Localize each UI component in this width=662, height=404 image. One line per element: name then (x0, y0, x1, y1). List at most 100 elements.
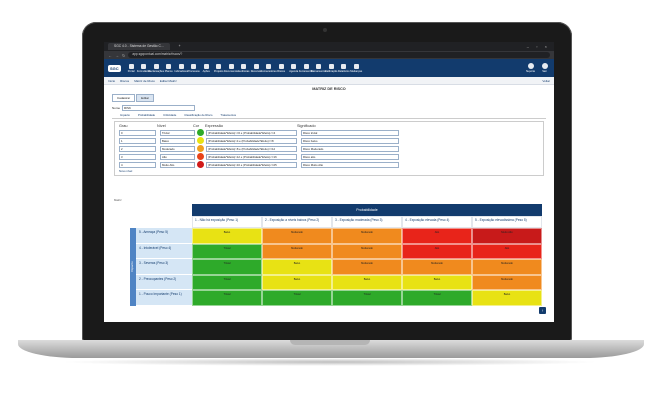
nivel-input[interactable]: Trivial (160, 129, 195, 136)
scroll-top-button[interactable]: ↑ (539, 307, 546, 314)
reload-icon[interactable]: ↻ (122, 52, 126, 58)
grau-input[interactable]: 2 (119, 145, 156, 152)
add-level-button[interactable]: Novo nível (119, 169, 133, 173)
level-row: 2 Moderado (Probabilidade*Efeito)>8 e (Pro… (119, 145, 539, 152)
matrix-cell[interactable]: Baixo (472, 290, 542, 306)
user-item-1[interactable]: Sair (539, 63, 550, 73)
subtab-3[interactable]: Classificação de Risco (184, 113, 213, 117)
nivel-input[interactable]: Alto (160, 153, 195, 160)
meaning-input[interactable]: Risco trivial (301, 129, 399, 136)
nivel-input[interactable]: Baixo (160, 137, 195, 144)
matrix-cell[interactable]: Baixo (192, 228, 262, 244)
matrix-cell[interactable]: Alto (472, 243, 542, 260)
menu-item-9[interactable]: Auditorias (238, 63, 249, 73)
new-tab-button[interactable]: + (178, 44, 181, 48)
menu-item-13[interactable]: Agenda (288, 63, 299, 73)
subtab-1[interactable]: Probabilidade (137, 113, 156, 117)
back-link[interactable]: Voltar (542, 78, 550, 83)
breadcrumb-item[interactable]: Início (108, 78, 116, 83)
grau-input[interactable]: 0 (119, 129, 156, 136)
expression-input[interactable]: (Probabilidade*Efeito)>16 e (Probabilida… (206, 161, 297, 168)
menu-item-2[interactable]: Reclamações (148, 63, 164, 73)
matrix-cell[interactable]: Moderado (262, 228, 332, 244)
menu-item-14[interactable]: Ferramentas (299, 63, 314, 73)
color-swatch[interactable] (197, 145, 204, 152)
color-swatch[interactable] (197, 137, 204, 144)
probability-column-2: 2 - Exposição a níveis baixos (Peso 2) (262, 216, 332, 228)
meaning-input[interactable]: Risco alto (301, 153, 399, 160)
menu-item-1[interactable]: Formulários (137, 63, 151, 73)
nivel-input[interactable]: Moderado (160, 145, 195, 152)
tab-editar[interactable]: Editar (136, 94, 155, 102)
matrix-cell[interactable]: Moderado (332, 228, 402, 244)
matrix-cell[interactable]: Moderado (472, 274, 542, 291)
matrix-cell[interactable]: Baixo (262, 274, 332, 291)
menu-icon (141, 63, 147, 69)
matrix-cell[interactable]: Moderado (402, 259, 472, 275)
color-swatch[interactable] (197, 129, 204, 136)
grau-input[interactable]: 1 (119, 137, 156, 144)
matrix-cell[interactable]: Alto (402, 228, 472, 244)
menu-item-6[interactable]: Ações (201, 63, 212, 73)
menu-item-3[interactable]: Planos (163, 63, 174, 73)
expression-input[interactable]: (Probabilidade*Efeito)>8 e (Probabilidad… (206, 145, 297, 152)
matrix-cell[interactable]: Trivial (402, 290, 472, 306)
menu-item-11[interactable]: Fornecedores (261, 63, 277, 73)
color-swatch[interactable] (197, 153, 204, 160)
matrix-cell[interactable]: Trivial (192, 243, 262, 260)
url-field[interactable]: app.sgcpontual.com/matriz/riscos/? (128, 52, 550, 58)
matrix-cell[interactable]: Trivial (192, 259, 262, 275)
menu-item-8[interactable]: Documentos (224, 63, 238, 73)
breadcrumb-item[interactable]: Riscos (120, 78, 130, 83)
matrix-cell[interactable]: Alto (402, 243, 472, 260)
matrix-cell[interactable]: Trivial (192, 274, 262, 291)
color-swatch[interactable] (197, 161, 204, 168)
name-input[interactable]: RISK (122, 105, 196, 111)
matrix-cell[interactable]: Moderado (472, 259, 542, 275)
menu-item-7[interactable]: Projetos (213, 63, 224, 73)
matrix-cell[interactable]: Moderado (332, 259, 402, 275)
expression-input[interactable]: (Probabilidade*Efeito)>12 e (Probabilida… (206, 153, 297, 160)
breadcrumb-item[interactable]: Editar Matriz (159, 78, 177, 83)
menu-icon (328, 63, 334, 69)
tab-cadastrar[interactable]: Cadastrar (112, 94, 136, 102)
matrix-cell[interactable]: Baixo (332, 274, 402, 291)
menu-item-17[interactable]: Relatórios (338, 63, 350, 73)
menu-item-4[interactable]: Indicadores (174, 63, 188, 73)
meaning-input[interactable]: Risco Moderado (301, 145, 399, 152)
meaning-input[interactable]: Risco Muito Alto (301, 161, 399, 168)
subtab-4[interactable]: Tratamentos (220, 113, 237, 117)
matrix-cell[interactable]: Moderado (262, 243, 332, 260)
menu-item-16[interactable]: Calibração (325, 63, 337, 73)
subtab-2[interactable]: Criticidade (163, 113, 177, 117)
browser-tab[interactable]: SGC 4.0 - Sistema de Gestão C... (108, 43, 170, 50)
menu-item-15[interactable]: Treinamentos (311, 63, 327, 73)
menu-item-12[interactable]: Riscos (276, 63, 287, 73)
forward-arrow-icon[interactable]: → (115, 52, 119, 58)
window-controls[interactable]: – ▫ × (526, 44, 550, 49)
matrix-cell[interactable]: Baixo (262, 259, 332, 275)
menu-item-10[interactable]: Recursos (250, 63, 262, 73)
grau-input[interactable]: 3 (119, 153, 156, 160)
matrix-cell[interactable]: Trivial (332, 290, 402, 306)
menu-item-0[interactable]: Portal (126, 63, 137, 73)
matrix-cell[interactable]: Moderado (332, 243, 402, 260)
user-item-0[interactable]: Suporte (525, 63, 536, 73)
expression-input[interactable]: (Probabilidade*Efeito)>4 e (Probabilidad… (206, 137, 297, 144)
expression-input[interactable]: (Probabilidade*Efeito)>=0 e (Probabilida… (206, 129, 297, 136)
breadcrumb-item[interactable]: Matriz de Risco (134, 78, 155, 83)
grau-input[interactable]: 4 (119, 161, 156, 168)
back-arrow-icon[interactable]: ← (108, 52, 112, 58)
menu-item-5[interactable]: Processos (188, 63, 200, 73)
subtab-0[interactable]: Impacto (120, 113, 130, 117)
matrix-cell[interactable]: Trivial (192, 290, 262, 306)
sgc-logo[interactable]: SGC (108, 64, 121, 72)
meaning-input[interactable]: Risco baixo (301, 137, 399, 144)
nivel-input[interactable]: Muito Alto (160, 161, 195, 168)
matrix-cell[interactable]: Muito Alto (472, 228, 542, 244)
matrix-cell[interactable]: Baixo (402, 274, 472, 291)
menu-item-label: Recursos (250, 69, 262, 73)
menu-item-18[interactable]: Mudanças (350, 63, 362, 73)
sub-tabs: Impacto Probabilidade Criticidade Classific… (112, 112, 546, 119)
matrix-cell[interactable]: Trivial (262, 290, 332, 306)
